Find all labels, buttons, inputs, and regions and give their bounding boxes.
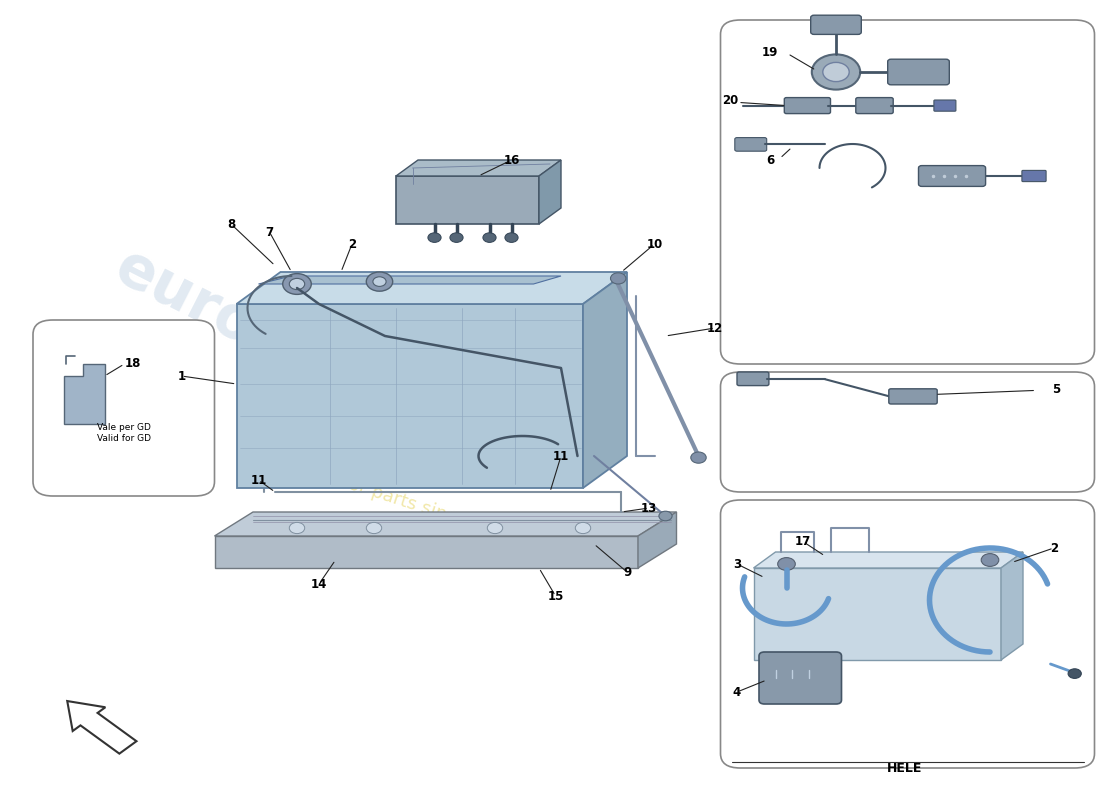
FancyBboxPatch shape [811,15,861,34]
Circle shape [487,522,503,534]
Text: 2: 2 [1049,542,1058,554]
Text: 13: 13 [641,502,657,514]
FancyBboxPatch shape [735,138,767,151]
FancyBboxPatch shape [720,372,1094,492]
Polygon shape [638,512,676,568]
Circle shape [812,54,860,90]
Circle shape [428,233,441,242]
Circle shape [610,273,626,284]
Text: 14: 14 [311,578,327,590]
Circle shape [289,278,305,290]
Polygon shape [236,272,627,304]
Polygon shape [754,552,1023,568]
Circle shape [366,522,382,534]
Polygon shape [1001,552,1023,660]
Text: 5: 5 [1052,383,1060,396]
FancyBboxPatch shape [720,20,1094,364]
Text: 9: 9 [623,566,631,578]
Circle shape [366,272,393,291]
Polygon shape [396,176,539,224]
Text: 8: 8 [227,218,235,230]
Circle shape [1068,669,1081,678]
Text: 6: 6 [766,154,774,166]
Polygon shape [539,160,561,224]
Text: Vale per GD: Vale per GD [98,422,151,432]
Text: 17: 17 [795,535,811,548]
Text: eurocarparts: eurocarparts [106,238,510,482]
FancyBboxPatch shape [33,320,214,496]
Text: Valid for GD: Valid for GD [97,434,152,443]
Text: a passion for parts since 1985: a passion for parts since 1985 [253,446,517,546]
Circle shape [691,452,706,463]
Circle shape [823,62,849,82]
FancyBboxPatch shape [856,98,893,114]
FancyBboxPatch shape [889,389,937,404]
Polygon shape [67,701,136,754]
Circle shape [450,233,463,242]
Polygon shape [64,364,104,424]
Text: 2: 2 [348,238,356,250]
Circle shape [981,554,999,566]
Text: 11: 11 [553,450,569,462]
Polygon shape [214,512,676,536]
Polygon shape [396,160,561,176]
Circle shape [373,277,386,286]
Text: 16: 16 [504,154,519,166]
Circle shape [483,233,496,242]
Text: 3: 3 [733,558,741,570]
Circle shape [659,511,672,521]
Circle shape [283,274,311,294]
Text: 19: 19 [762,46,778,58]
FancyBboxPatch shape [1022,170,1046,182]
Text: 1: 1 [177,370,186,382]
Text: 20: 20 [723,94,738,106]
Circle shape [778,558,795,570]
Polygon shape [583,272,627,488]
Circle shape [505,233,518,242]
Text: 12: 12 [707,322,723,334]
FancyBboxPatch shape [888,59,949,85]
FancyBboxPatch shape [918,166,986,186]
Text: 15: 15 [548,590,563,602]
Text: 18: 18 [124,358,141,370]
FancyBboxPatch shape [934,100,956,111]
Circle shape [575,522,591,534]
Text: 11: 11 [251,474,266,486]
Text: 7: 7 [265,226,274,238]
FancyBboxPatch shape [784,98,830,114]
Text: 10: 10 [647,238,662,250]
Text: 4: 4 [733,686,741,698]
Polygon shape [214,536,638,568]
FancyBboxPatch shape [759,652,842,704]
Text: HELE: HELE [887,762,922,774]
Polygon shape [258,276,561,284]
FancyBboxPatch shape [720,500,1094,768]
Polygon shape [236,304,583,488]
Polygon shape [754,568,1001,660]
FancyBboxPatch shape [737,372,769,386]
Circle shape [289,522,305,534]
